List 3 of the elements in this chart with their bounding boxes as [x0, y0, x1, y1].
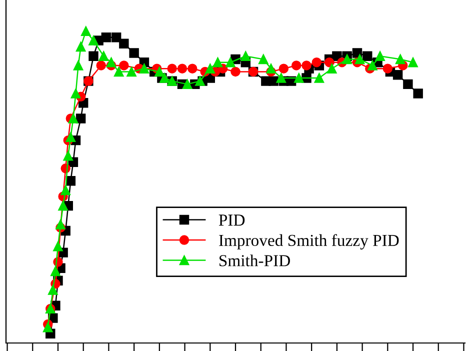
legend-label: PID [218, 214, 245, 226]
legend-label: Improved Smith fuzzy PID [219, 234, 399, 250]
legend-label: Smith-PID [220, 254, 290, 266]
